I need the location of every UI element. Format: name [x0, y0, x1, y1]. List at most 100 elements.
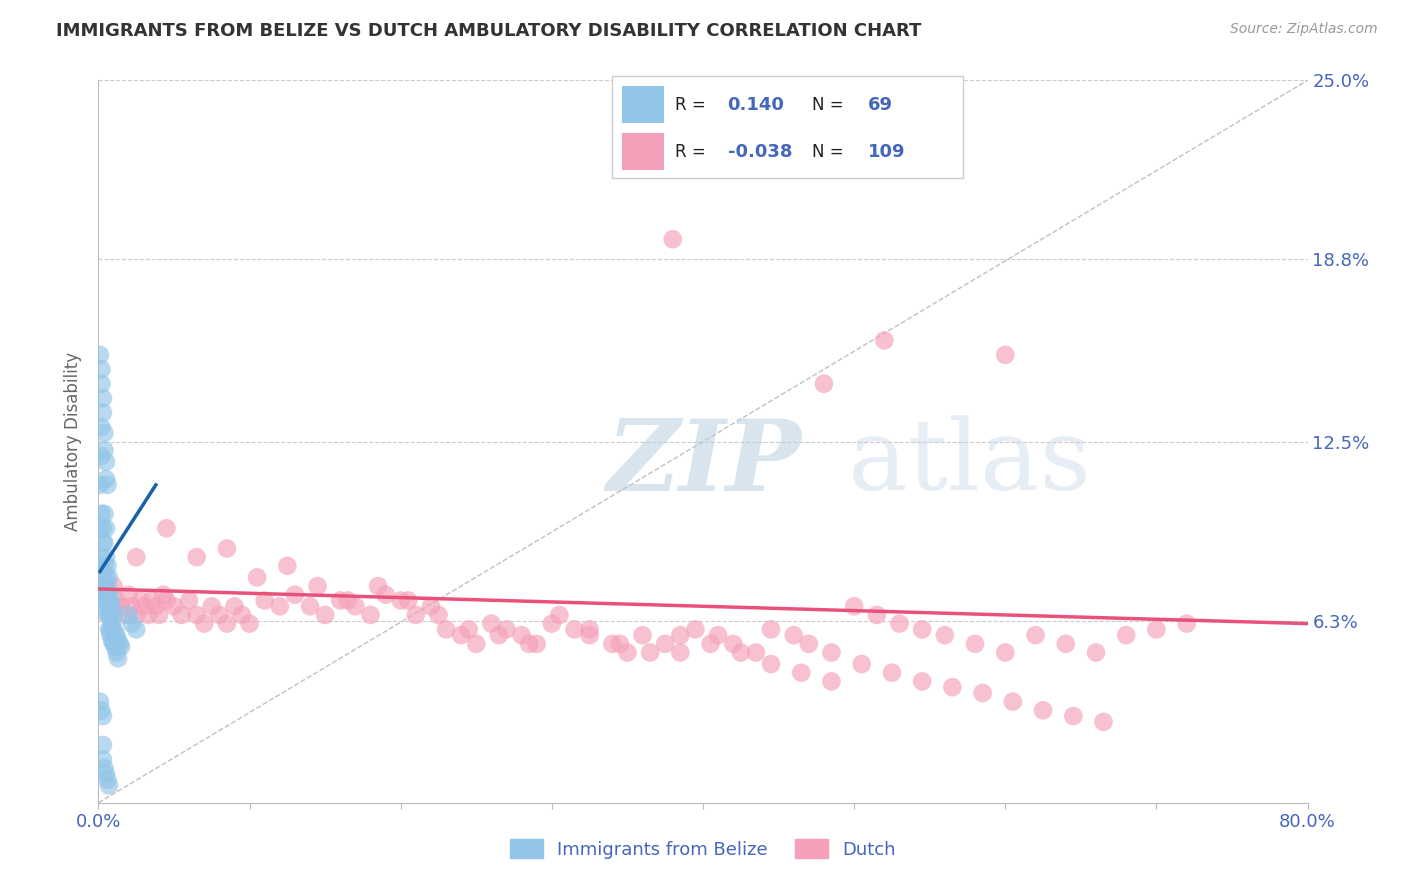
Text: Source: ZipAtlas.com: Source: ZipAtlas.com: [1230, 22, 1378, 37]
Point: [101, 599, 124, 614]
Point: [96, 558, 118, 573]
Point: [105, 646, 128, 660]
Point: [94, 472, 117, 486]
Point: [93, 443, 115, 458]
Point: [609, 637, 631, 651]
Point: [118, 588, 141, 602]
Point: [994, 348, 1017, 362]
Point: [163, 599, 186, 614]
Point: [104, 640, 127, 654]
Point: [90, 550, 112, 565]
Point: [457, 623, 479, 637]
Point: [90, 420, 112, 434]
Point: [101, 634, 124, 648]
Point: [851, 657, 873, 671]
Point: [465, 637, 488, 651]
Point: [186, 550, 208, 565]
Point: [90, 507, 112, 521]
Point: [186, 607, 208, 622]
Point: [873, 334, 896, 348]
Point: [276, 558, 298, 573]
Point: [526, 637, 548, 651]
Point: [118, 607, 141, 622]
Point: [114, 607, 136, 622]
Point: [1001, 695, 1024, 709]
Point: [344, 599, 367, 614]
Text: 69: 69: [869, 95, 893, 113]
Point: [103, 579, 125, 593]
Point: [152, 588, 174, 602]
Point: [844, 599, 866, 614]
Point: [89, 521, 111, 535]
Point: [94, 570, 117, 584]
Point: [94, 521, 117, 535]
Point: [89, 695, 111, 709]
Point: [880, 665, 903, 680]
Point: [136, 607, 159, 622]
Point: [121, 616, 143, 631]
Point: [105, 628, 128, 642]
Point: [208, 607, 231, 622]
Point: [1024, 628, 1046, 642]
Point: [94, 588, 117, 602]
Text: 0.140: 0.140: [728, 95, 785, 113]
Point: [93, 579, 115, 593]
Y-axis label: Ambulatory Disability: Ambulatory Disability: [65, 352, 83, 531]
Point: [90, 362, 112, 376]
Point: [239, 616, 262, 631]
Point: [495, 623, 517, 637]
Point: [669, 646, 692, 660]
Point: [94, 767, 117, 781]
Point: [284, 588, 307, 602]
Point: [100, 599, 122, 614]
FancyBboxPatch shape: [612, 76, 963, 178]
Point: [427, 607, 450, 622]
Point: [91, 752, 114, 766]
Point: [96, 478, 118, 492]
Point: [98, 607, 121, 622]
Text: N =: N =: [813, 143, 844, 161]
Point: [100, 593, 122, 607]
Point: [107, 651, 129, 665]
Point: [707, 628, 730, 642]
Point: [91, 565, 114, 579]
Point: [91, 709, 114, 723]
Point: [578, 628, 600, 642]
Point: [450, 628, 472, 642]
Legend: Immigrants from Belize, Dutch: Immigrants from Belize, Dutch: [503, 832, 903, 866]
Point: [90, 376, 112, 391]
Point: [101, 616, 124, 631]
Point: [253, 593, 276, 607]
Point: [170, 607, 193, 622]
Point: [889, 616, 911, 631]
Point: [94, 588, 117, 602]
Point: [121, 599, 143, 614]
Point: [93, 507, 115, 521]
Point: [1062, 709, 1084, 723]
Point: [96, 607, 118, 622]
Point: [103, 637, 125, 651]
Point: [481, 616, 503, 631]
Point: [96, 772, 118, 787]
Point: [96, 579, 118, 593]
Point: [602, 637, 624, 651]
Point: [90, 449, 112, 463]
Text: R =: R =: [675, 143, 711, 161]
Point: [699, 637, 721, 651]
Point: [510, 628, 533, 642]
Point: [396, 593, 419, 607]
Point: [866, 607, 889, 622]
Point: [98, 588, 121, 602]
Point: [93, 761, 115, 775]
Point: [98, 779, 121, 793]
Bar: [621, 87, 665, 123]
Point: [934, 628, 956, 642]
Point: [91, 593, 114, 607]
Point: [110, 640, 132, 654]
Point: [193, 616, 215, 631]
Point: [179, 593, 201, 607]
Point: [100, 607, 122, 622]
Point: [91, 406, 114, 420]
Point: [631, 628, 654, 642]
Text: ZIP: ZIP: [606, 415, 801, 511]
